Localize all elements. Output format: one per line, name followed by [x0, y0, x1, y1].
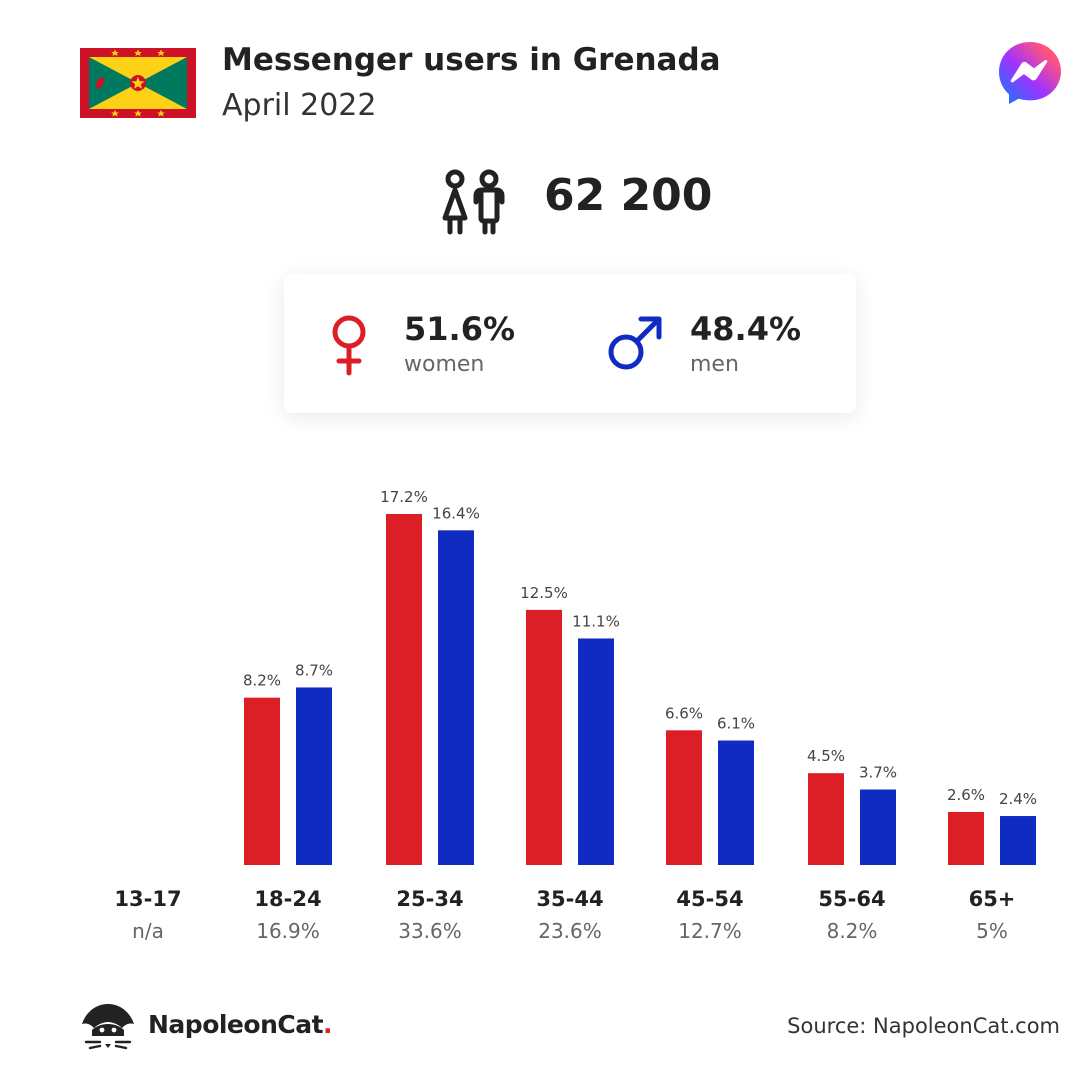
category-label: 35-44: [536, 887, 603, 911]
category-label: 45-54: [676, 887, 743, 911]
bar-value-label: 6.1%: [717, 715, 755, 733]
category-total-label: 8.2%: [827, 919, 878, 943]
age-gender-bar-chart: 13-17 n/a 8.2% 8.7% 18-24 16.9% 17.2%16.4% 25-3…: [114, 488, 1037, 943]
category-label: 13-17: [114, 887, 181, 911]
category-label: 65+: [969, 887, 1016, 911]
male-icon: [608, 316, 662, 370]
grenada-flag-icon: [80, 48, 196, 118]
bar-value-label: 2.6%: [947, 786, 985, 804]
page-title: Messenger users in Grenada: [222, 42, 721, 78]
category-total-label: 23.6%: [538, 919, 602, 943]
users-icon: [442, 169, 505, 235]
bar-value-label: 3.7%: [859, 763, 897, 781]
bar-value-label: 11.1%: [572, 612, 620, 630]
category-label: 25-34: [396, 887, 463, 911]
bar-value-label: 12.5%: [520, 584, 568, 602]
brand-name-text: NapoleonCat: [148, 1010, 324, 1039]
bar-value-label: 8.2%: [243, 672, 281, 690]
napoleoncat-logo-icon: [82, 1004, 134, 1050]
category-label: 18-24: [254, 887, 321, 911]
bar-35-44-men: [578, 638, 614, 865]
category-total-label: 33.6%: [398, 919, 462, 943]
bar-18-24-women: [244, 697, 280, 865]
category-total-label: n/a: [132, 919, 164, 943]
category-total-label: 12.7%: [678, 919, 742, 943]
bar-55-64-women: [808, 773, 844, 865]
bar-35-44-women: [526, 609, 562, 865]
brand-dot: .: [323, 1010, 333, 1039]
bar-45-54-men: [718, 740, 754, 865]
category-label: 55-64: [818, 887, 885, 911]
bar-25-34-men: [438, 530, 474, 865]
female-icon: [332, 315, 366, 376]
bar-55-64-men: [860, 789, 896, 865]
total-users-value: 62 200: [544, 170, 713, 221]
bar-value-label: 8.7%: [295, 661, 333, 679]
bar-18-24-men: [296, 687, 332, 865]
category-total-label: 5%: [976, 919, 1008, 943]
bar-value-label: 6.6%: [665, 704, 703, 722]
bar-value-label: 16.4%: [432, 504, 480, 522]
bar-65+-women: [948, 811, 984, 865]
women-label: women: [404, 352, 485, 377]
brand-name: NapoleonCat.: [148, 1010, 333, 1039]
bar-65+-men: [1000, 816, 1036, 865]
category-total-label: 16.9%: [256, 919, 320, 943]
women-percent: 51.6%: [404, 310, 516, 348]
bar-value-label: 4.5%: [807, 747, 845, 765]
gender-split-card: 51.6% women 48.4% men: [284, 274, 856, 413]
messenger-logo-icon: [999, 42, 1061, 104]
men-percent: 48.4%: [690, 310, 802, 348]
men-label: men: [690, 352, 739, 377]
source-text: Source: NapoleonCat.com: [787, 1014, 1060, 1038]
page-subtitle: April 2022: [222, 88, 377, 123]
bar-value-label: 17.2%: [380, 488, 428, 506]
bar-value-label: 2.4%: [999, 790, 1037, 808]
bar-45-54-women: [666, 730, 702, 865]
bar-25-34-women: [386, 514, 422, 865]
